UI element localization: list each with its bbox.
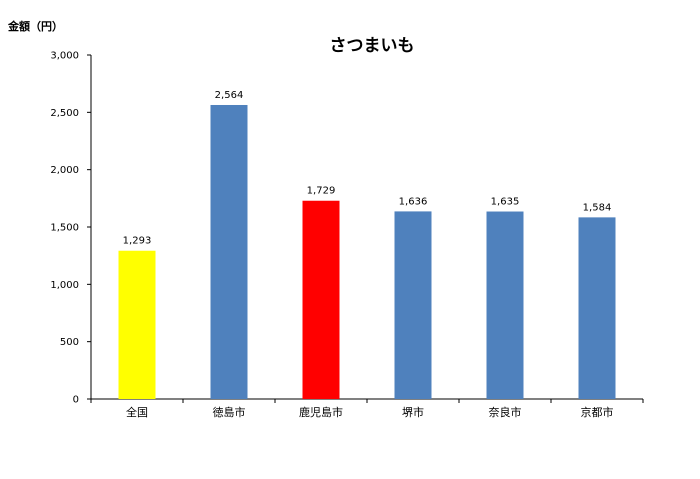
bar — [118, 250, 156, 399]
y-tick-label: 1,500 — [50, 223, 79, 234]
x-tick-label: 奈良市 — [489, 405, 522, 419]
y-tick-label: 2,000 — [50, 165, 79, 176]
data-label: 1,635 — [491, 197, 520, 208]
bar — [394, 211, 432, 399]
bar — [486, 211, 524, 399]
bar — [210, 104, 248, 400]
data-label: 2,564 — [215, 90, 244, 101]
x-tick-label: 徳島市 — [213, 405, 246, 419]
data-label: 1,584 — [583, 202, 612, 213]
data-label: 1,293 — [123, 236, 152, 247]
y-axis-label: 金額（円） — [7, 19, 63, 33]
bar — [578, 217, 616, 399]
plot-area: 0 500 1,000 1,500 2,000 2,500 3,000 1,293 全国 2,56… — [50, 51, 644, 419]
data-label: 1,636 — [399, 196, 428, 207]
y-tick-label: 500 — [60, 337, 79, 348]
y-tick-label: 0 — [73, 395, 79, 406]
y-tick-label: 1,000 — [50, 280, 79, 291]
bar — [302, 200, 340, 399]
data-label: 1,729 — [307, 186, 336, 197]
x-tick-label: 鹿児島市 — [299, 405, 343, 419]
y-tick-label: 2,500 — [50, 108, 79, 119]
chart-title: さつまいも — [330, 36, 415, 56]
x-tick-label: 堺市 — [402, 405, 424, 419]
x-tick-label: 全国 — [126, 405, 148, 419]
x-tick-label: 京都市 — [581, 405, 614, 419]
y-tick-label: 3,000 — [50, 51, 79, 62]
